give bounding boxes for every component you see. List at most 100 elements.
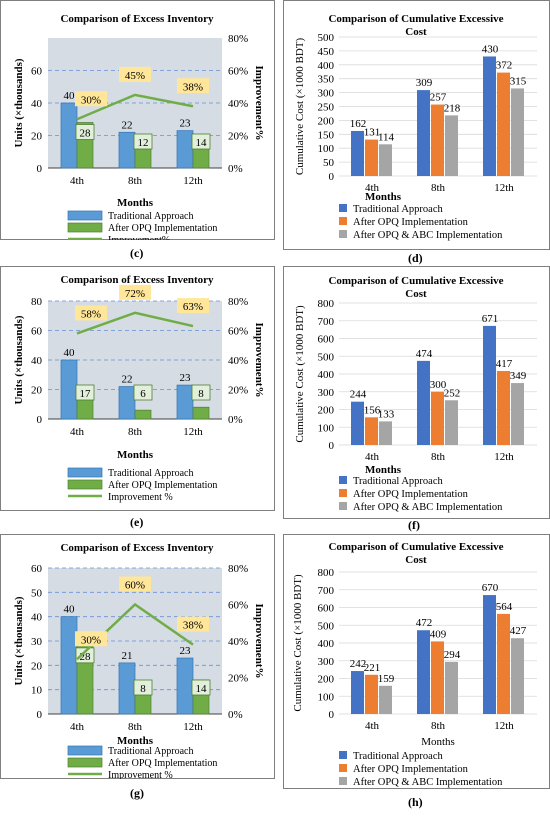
bar-after-opq xyxy=(134,694,152,715)
y2-tick-label: 40% xyxy=(228,636,248,648)
improvement-label-box xyxy=(177,616,209,632)
chart-panel-h: Comparison of Cumulative Excessive Cost 0 1… xyxy=(283,534,550,789)
legend-swatch xyxy=(339,489,347,497)
bar-value-label: 427 xyxy=(510,625,527,637)
y-tick-label: 800 xyxy=(318,298,335,310)
y-tick-label: 500 xyxy=(318,351,335,363)
bar-series-1 xyxy=(365,674,378,714)
improvement-label-box xyxy=(177,298,209,314)
bar-value-box xyxy=(75,647,95,664)
chart-title: Comparison of Cumulative Excessive xyxy=(328,275,503,287)
bar-traditional xyxy=(176,657,194,715)
x-tick-label: 8th xyxy=(128,426,143,438)
legend-label: After OPQ Implementation xyxy=(353,764,469,775)
subcaption-g: (g) xyxy=(130,786,144,800)
y-tick-label: 20 xyxy=(31,660,43,672)
subcaption-c: (c) xyxy=(130,246,144,260)
y-tick-label: 400 xyxy=(318,638,335,650)
excess-inventory-chart-g: Comparison of Excess Inventory 0 10 20 30 40 5… xyxy=(0,534,275,781)
bar-value-label: 244 xyxy=(350,389,367,401)
chart-panel-f: Comparison of Cumulative Excessive Cost 0 1… xyxy=(283,266,550,519)
bar-value-label: 474 xyxy=(416,348,433,360)
x-axis-title: Months xyxy=(117,735,154,747)
bar-value-label: 349 xyxy=(510,370,527,382)
y-axis-title: Cumulative Cost (×1000 BDT) xyxy=(294,38,306,176)
bar-value-label: 252 xyxy=(444,387,461,399)
legend-label: Traditional Approach xyxy=(108,746,193,757)
legend-label: After OPQ Implementation xyxy=(108,758,217,769)
y-tick-label: 600 xyxy=(318,603,335,615)
improvement-label-box xyxy=(119,66,151,82)
y-tick-label: 0 xyxy=(37,709,43,721)
y-tick-label: 500 xyxy=(318,32,335,44)
improvement-label-box xyxy=(75,91,107,107)
legend-label: Traditional Approach xyxy=(108,211,193,222)
bar-series-1 xyxy=(497,613,510,714)
y-tick-label: 100 xyxy=(318,691,335,703)
chart-title: Comparison of Excess Inventory xyxy=(60,542,214,554)
bar-series-2 xyxy=(445,661,458,714)
x-axis-title: Months xyxy=(421,736,455,748)
bar-series-2 xyxy=(445,400,458,445)
y-tick-label: 700 xyxy=(318,585,335,597)
x-axis-title: Months xyxy=(117,449,154,461)
x-tick-label: 4th xyxy=(365,720,380,732)
bar-series-2 xyxy=(379,685,392,714)
legend-swatch xyxy=(339,777,347,785)
y-tick-label: 150 xyxy=(318,129,335,141)
bar-value-label: 23 xyxy=(180,645,192,657)
bar-value-label: 242 xyxy=(350,658,367,670)
subcaption-e: (e) xyxy=(130,515,144,529)
improvement-value-label: 38% xyxy=(183,81,203,93)
improvement-value-label: 30% xyxy=(81,94,101,106)
x-tick-label: 12th xyxy=(183,426,203,438)
y-axis-title: Cumulative Cost (×1000 BDT) xyxy=(292,574,304,712)
bar-value-label: 156 xyxy=(364,404,381,416)
x-axis-title: Months xyxy=(365,464,402,476)
improvement-value-label: 58% xyxy=(81,308,101,320)
legend-label: After OPQ & ABC Implementation xyxy=(353,502,503,513)
bar-value-label: 564 xyxy=(496,601,513,613)
legend-label: Traditional Approach xyxy=(108,468,193,479)
bar-value-label: 23 xyxy=(180,118,192,130)
bar-value-label: 294 xyxy=(444,649,461,661)
y2-tick-label: 20% xyxy=(228,673,248,685)
x-tick-label: 12th xyxy=(494,451,514,463)
bar-series-2 xyxy=(379,144,392,176)
y2-tick-label: 60% xyxy=(228,600,248,612)
x-tick-label: 8th xyxy=(431,720,446,732)
y-tick-label: 60 xyxy=(31,326,43,338)
bar-traditional xyxy=(60,359,78,420)
legend-label: Improvement % xyxy=(108,770,173,779)
bar-value-box xyxy=(133,384,153,401)
bar-after-opq xyxy=(134,409,152,420)
bar-series-1 xyxy=(431,104,444,176)
x-tick-label: 4th xyxy=(365,182,380,194)
y-tick-label: 60 xyxy=(31,563,43,575)
excess-inventory-chart-e: Comparison of Excess Inventory 0 20 40 60 80 0… xyxy=(0,266,275,511)
legend-swatch xyxy=(339,764,347,772)
bar-traditional xyxy=(176,384,194,420)
bar-value-label: 14 xyxy=(196,683,208,695)
legend-swatch xyxy=(67,210,103,221)
y-tick-label: 100 xyxy=(318,422,335,434)
bar-series-0 xyxy=(483,595,496,714)
bar-value-label: 430 xyxy=(482,43,499,55)
y-tick-label: 40 xyxy=(31,355,43,367)
legend-label: After OPQ Implementation xyxy=(353,217,469,228)
bar-value-label: 309 xyxy=(416,77,433,89)
x-tick-label: 4th xyxy=(70,426,85,438)
bar-value-label: 17 xyxy=(80,388,92,400)
bar-traditional xyxy=(60,616,78,715)
legend-swatch xyxy=(339,204,347,212)
bar-series-1 xyxy=(497,72,510,176)
legend-swatch xyxy=(339,476,347,484)
legend-swatch xyxy=(339,751,347,759)
bar-series-1 xyxy=(365,417,378,445)
y-tick-label: 20 xyxy=(31,131,43,143)
bar-value-box xyxy=(133,679,153,696)
y-tick-label: 60 xyxy=(31,66,43,78)
y-tick-label: 100 xyxy=(318,143,335,155)
y2-tick-label: 40% xyxy=(228,98,248,110)
